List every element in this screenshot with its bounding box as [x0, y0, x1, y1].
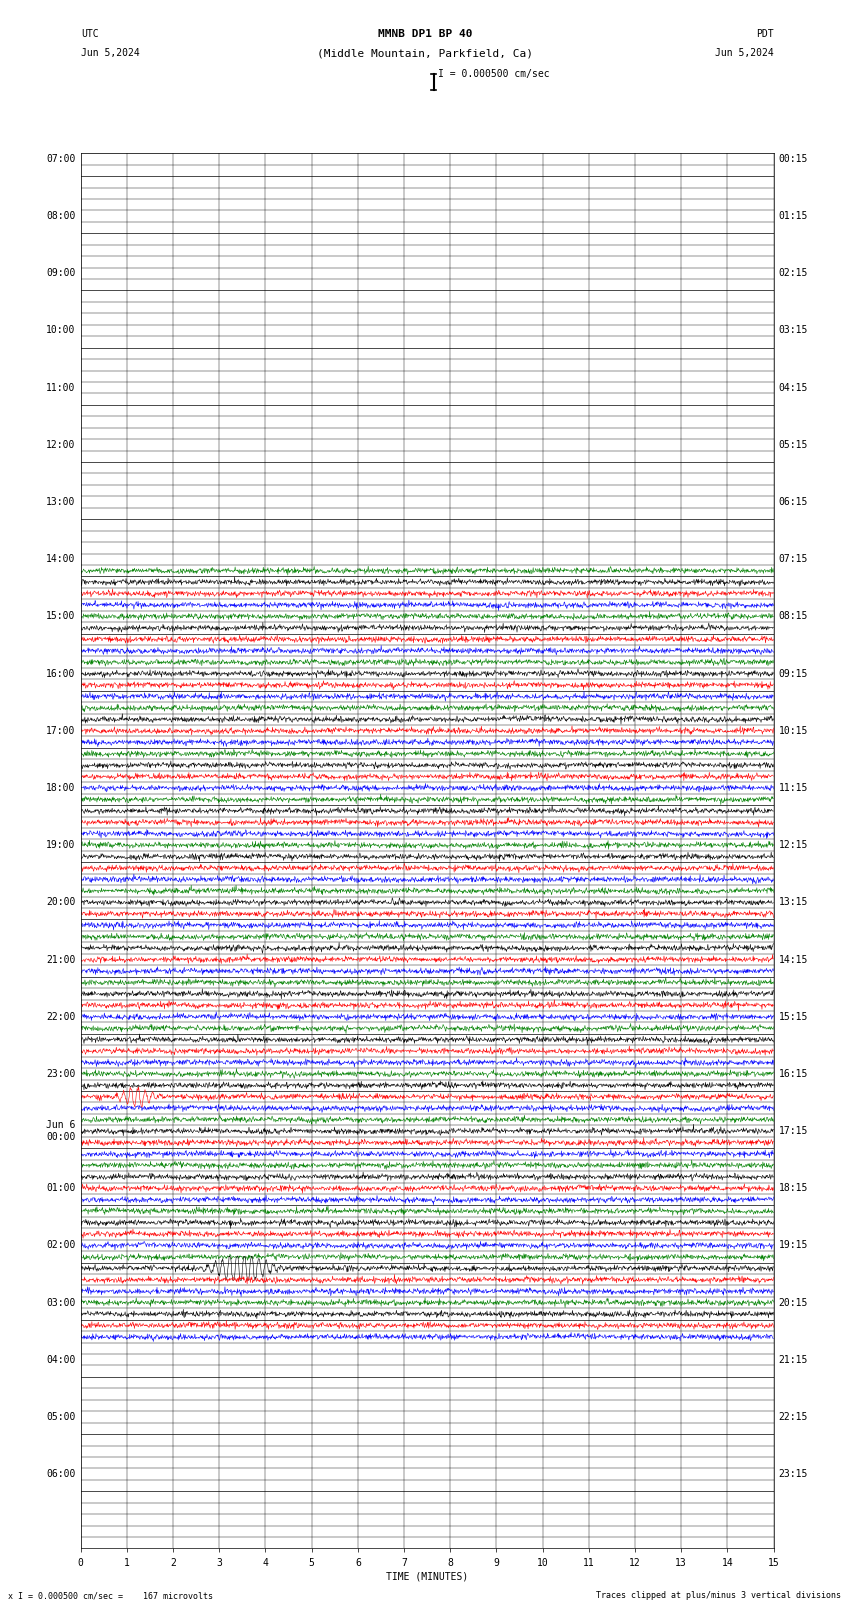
Text: 11:15: 11:15 — [779, 782, 808, 794]
Text: 15:00: 15:00 — [46, 611, 76, 621]
Text: 19:15: 19:15 — [779, 1240, 808, 1250]
Text: 12:15: 12:15 — [779, 840, 808, 850]
Text: Traces clipped at plus/minus 3 vertical divisions: Traces clipped at plus/minus 3 vertical … — [597, 1590, 842, 1600]
Text: 23:15: 23:15 — [779, 1469, 808, 1479]
Text: 06:15: 06:15 — [779, 497, 808, 506]
Text: 16:15: 16:15 — [779, 1069, 808, 1079]
Text: 23:00: 23:00 — [46, 1069, 76, 1079]
Text: 07:15: 07:15 — [779, 555, 808, 565]
Text: 09:00: 09:00 — [46, 268, 76, 279]
Text: 20:15: 20:15 — [779, 1297, 808, 1308]
Text: 21:00: 21:00 — [46, 955, 76, 965]
Text: 22:15: 22:15 — [779, 1411, 808, 1423]
Text: 08:00: 08:00 — [46, 211, 76, 221]
Text: 03:00: 03:00 — [46, 1297, 76, 1308]
Text: 00:15: 00:15 — [779, 153, 808, 165]
Text: 13:15: 13:15 — [779, 897, 808, 908]
Text: 12:00: 12:00 — [46, 440, 76, 450]
Text: 10:00: 10:00 — [46, 326, 76, 336]
Text: 11:00: 11:00 — [46, 382, 76, 392]
Text: 08:15: 08:15 — [779, 611, 808, 621]
Text: 01:15: 01:15 — [779, 211, 808, 221]
Text: 01:00: 01:00 — [46, 1184, 76, 1194]
Text: 04:15: 04:15 — [779, 382, 808, 392]
Text: UTC: UTC — [81, 29, 99, 39]
Text: Jun 6
00:00: Jun 6 00:00 — [46, 1121, 76, 1142]
Text: x I = 0.000500 cm/sec =    167 microvolts: x I = 0.000500 cm/sec = 167 microvolts — [8, 1590, 213, 1600]
Text: 03:15: 03:15 — [779, 326, 808, 336]
Text: 19:00: 19:00 — [46, 840, 76, 850]
Text: 06:00: 06:00 — [46, 1469, 76, 1479]
Text: I = 0.000500 cm/sec: I = 0.000500 cm/sec — [438, 69, 549, 79]
Text: 21:15: 21:15 — [779, 1355, 808, 1365]
Text: 18:00: 18:00 — [46, 782, 76, 794]
Text: 02:00: 02:00 — [46, 1240, 76, 1250]
Text: 18:15: 18:15 — [779, 1184, 808, 1194]
Text: 09:15: 09:15 — [779, 669, 808, 679]
Text: 10:15: 10:15 — [779, 726, 808, 736]
Text: 22:00: 22:00 — [46, 1011, 76, 1021]
Text: 14:00: 14:00 — [46, 555, 76, 565]
Text: 07:00: 07:00 — [46, 153, 76, 165]
Text: 02:15: 02:15 — [779, 268, 808, 279]
Text: 04:00: 04:00 — [46, 1355, 76, 1365]
Text: Jun 5,2024: Jun 5,2024 — [715, 48, 774, 58]
Text: 17:15: 17:15 — [779, 1126, 808, 1136]
Text: 05:00: 05:00 — [46, 1411, 76, 1423]
Text: 17:00: 17:00 — [46, 726, 76, 736]
Text: 13:00: 13:00 — [46, 497, 76, 506]
Text: Jun 5,2024: Jun 5,2024 — [81, 48, 139, 58]
Text: 05:15: 05:15 — [779, 440, 808, 450]
Text: 20:00: 20:00 — [46, 897, 76, 908]
Text: (Middle Mountain, Parkfield, Ca): (Middle Mountain, Parkfield, Ca) — [317, 48, 533, 58]
Text: MMNB DP1 BP 40: MMNB DP1 BP 40 — [377, 29, 473, 39]
Text: PDT: PDT — [756, 29, 774, 39]
Text: 14:15: 14:15 — [779, 955, 808, 965]
X-axis label: TIME (MINUTES): TIME (MINUTES) — [386, 1571, 468, 1582]
Text: 15:15: 15:15 — [779, 1011, 808, 1021]
Text: 16:00: 16:00 — [46, 669, 76, 679]
